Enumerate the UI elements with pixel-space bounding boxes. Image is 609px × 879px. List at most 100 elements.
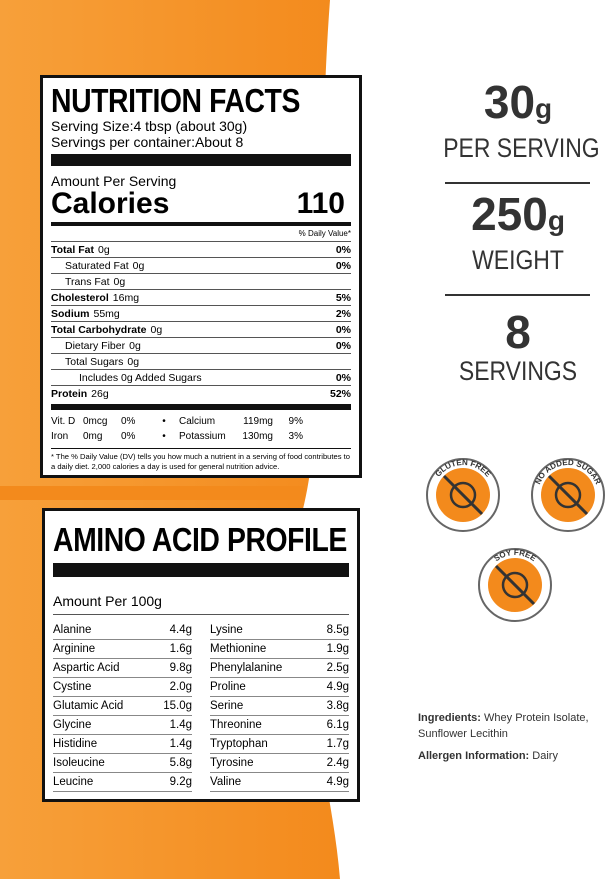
nutrient-amount: 16mg [112, 291, 140, 304]
nutrient-label: Total Carbohydrate [51, 323, 147, 336]
stat-value: 30g [430, 78, 606, 133]
nutrient-label: Total Sugars [65, 355, 124, 368]
stat-label: WEIGHT [472, 245, 564, 275]
amino-value: 8.5g [326, 624, 349, 636]
stat-value: 8 [430, 308, 606, 356]
nutrient-label: Total Fat [51, 243, 94, 256]
nutrient-dv: 2% [335, 307, 351, 320]
vitamin-row: Vit. D 0mcg 0% • Calcium 119mg 9% [51, 414, 351, 429]
ingredients-text: Whey Protein Isolate, Sunflower Lecithin [418, 712, 589, 740]
amino-row: Histidine 1.4g [53, 735, 192, 754]
amino-row: Alanine 4.4g [53, 621, 192, 640]
stat-number: 250 [471, 188, 548, 240]
nutrient-amount: 0g [127, 355, 140, 368]
nutrient-row: Sodium 55mg 2% [51, 305, 351, 321]
amino-name: Cystine [53, 681, 92, 693]
nutrient-label: Includes 0g Added Sugars [79, 371, 202, 384]
nutrient-label: Dietary Fiber [65, 339, 126, 352]
footnote: * The % Daily Value (DV) tells you how m… [51, 448, 351, 472]
nutrient-label: Cholesterol [51, 291, 109, 304]
amino-value: 2.4g [326, 757, 349, 769]
amino-value: 5.8g [169, 757, 192, 769]
amino-value: 4.9g [326, 681, 349, 693]
nutrient-dv: 52% [329, 387, 351, 400]
vitamin-dv: 3% [288, 431, 303, 442]
nutrient-row: Total Carbohydrate 0g 0% [51, 321, 351, 337]
stat: 8 SERVINGS [430, 308, 606, 387]
amino-name: Lysine [210, 624, 243, 636]
amino-row: Phenylalanine 2.5g [210, 659, 349, 678]
stat: 30g PER SERVING [430, 78, 606, 164]
amino-value: 1.4g [169, 719, 192, 731]
nutrient-dv: 5% [335, 291, 351, 304]
nutrition-panel: NUTRITION FACTS Serving Size:4 tbsp (abo… [40, 75, 362, 478]
nutrient-label: Trans Fat [65, 275, 110, 288]
amino-value: 4.4g [169, 624, 192, 636]
bullet: • [162, 431, 166, 442]
separator [445, 182, 590, 184]
amino-row: Leucine 9.2g [53, 773, 192, 792]
nutrient-dv: 0% [335, 259, 351, 272]
vitamin-label: Iron [51, 431, 69, 442]
amino-name: Phenylalanine [210, 662, 283, 674]
stat-value: 250g [430, 190, 606, 245]
amino-name: Valine [210, 776, 242, 788]
nutrient-amount: 0g [113, 275, 126, 288]
amino-value: 4.9g [326, 776, 349, 788]
stat-number: 30 [483, 76, 536, 128]
amino-row: Tryptophan 1.7g [210, 735, 349, 754]
nutrient-amount: 0g [97, 243, 110, 256]
nutrient-row: Trans Fat 0g [51, 273, 351, 289]
stat-label: PER SERVING [443, 133, 600, 163]
amino-name: Tryptophan [210, 738, 268, 750]
amino-value: 2.0g [169, 681, 192, 693]
amino-value: 15.0g [163, 700, 192, 712]
amino-value: 9.8g [169, 662, 192, 674]
amino-title: AMINO ACID PROFILE [53, 521, 347, 558]
nutrient-amount: 0g [129, 339, 141, 352]
vitamin-label: Calcium [179, 416, 216, 427]
amino-row: Cystine 2.0g [53, 678, 192, 697]
separator [445, 294, 590, 296]
nutrient-amount: 26g [91, 387, 109, 400]
amino-name: Alanine [53, 624, 92, 636]
vitamin-amount: 130mg [242, 431, 273, 442]
amino-value: 2.5g [326, 662, 349, 674]
nutrient-amount: 0g [132, 259, 145, 272]
nutrient-row: Dietary Fiber 0g 0% [51, 337, 351, 353]
stat-unit: g [547, 205, 565, 236]
nutrient-row: Total Sugars 0g [51, 353, 351, 369]
amino-name: Tyrosine [210, 757, 254, 769]
amino-name: Leucine [53, 776, 94, 788]
vitamin-label: Potassium [179, 431, 226, 442]
amino-row: Valine 4.9g [210, 773, 349, 792]
allergen-text: Dairy [532, 750, 558, 762]
nutrient-row: Saturated Fat 0g 0% [51, 257, 351, 273]
amino-name: Threonine [210, 719, 262, 731]
amino-row: Glutamic Acid 15.0g [53, 697, 192, 716]
title: NUTRITION FACTS [51, 82, 300, 119]
ingredients: Ingredients: Whey Protein Isolate, Sunfl… [418, 710, 608, 764]
calories: 110 [296, 187, 345, 220]
nutrient-amount: 55mg [93, 307, 120, 320]
badge-slash [547, 474, 589, 516]
amino-row: Methionine 1.9g [210, 640, 349, 659]
amino-value: 1.6g [169, 643, 192, 655]
nutrient-dv: 0% [335, 243, 351, 256]
vitamin-row: Iron 0mg 0% • Potassium 130mg 3% [51, 429, 351, 444]
nutrient-label: Sodium [51, 307, 90, 320]
nutrient-row: Total Fat 0g 0% [51, 241, 351, 257]
amino-value: 1.7g [326, 738, 349, 750]
badge-icon [554, 481, 582, 509]
amino-value: 6.1g [326, 719, 349, 731]
allergen-label: Allergen Information: [418, 750, 530, 762]
amino-row: Proline 4.9g [210, 678, 349, 697]
serving-size: Serving Size:4 tbsp (about 30g) [51, 118, 248, 134]
amino-amount: Amount Per 100g [53, 593, 349, 615]
badge-slash [494, 564, 536, 606]
amino-row: Aspartic Acid 9.8g [53, 659, 192, 678]
amino-value: 1.9g [326, 643, 349, 655]
amino-name: Arginine [53, 643, 96, 655]
